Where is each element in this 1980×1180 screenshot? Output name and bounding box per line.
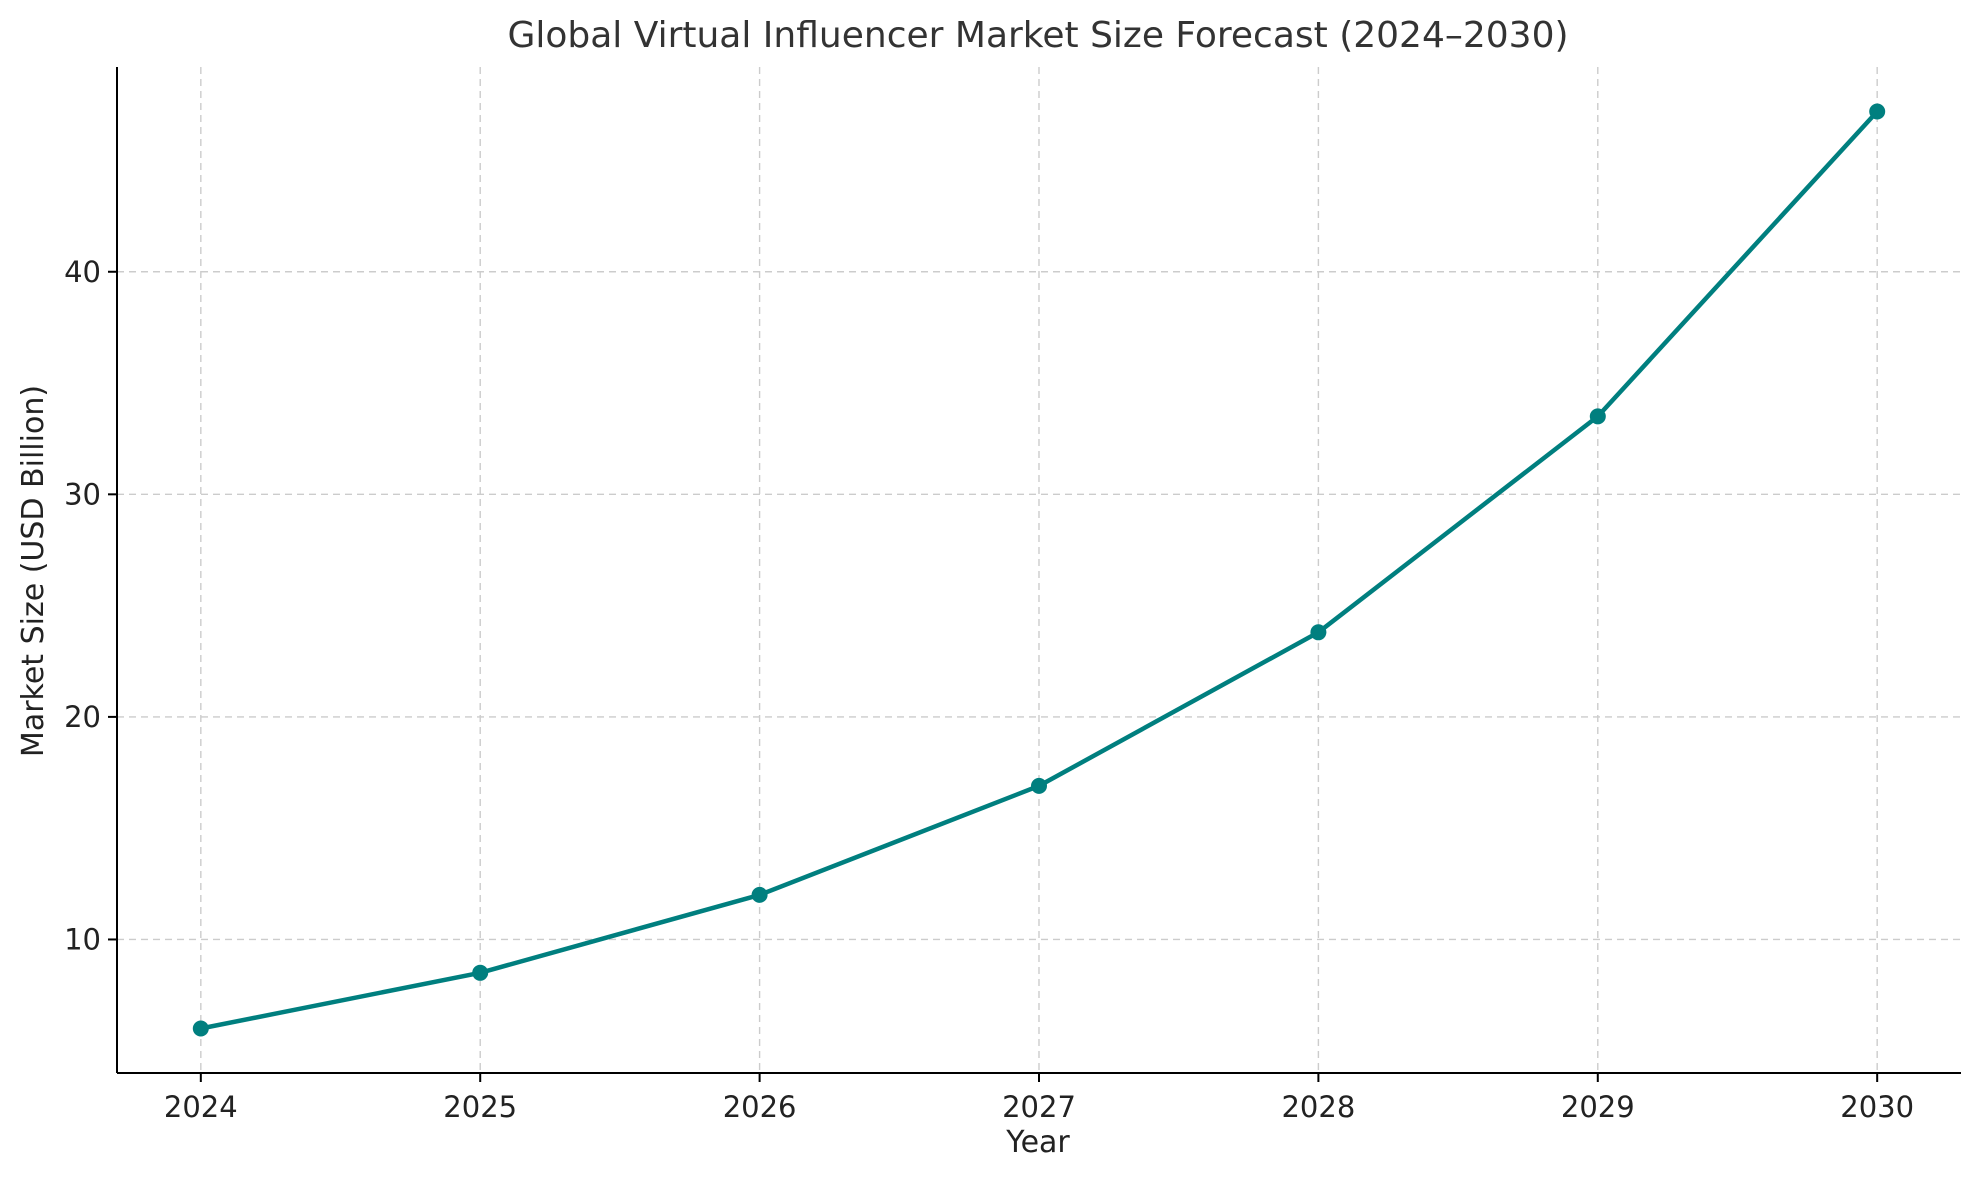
data-point [1310, 624, 1327, 641]
y-tick-label: 20 [64, 700, 101, 734]
x-tick-label: 2025 [443, 1090, 517, 1124]
x-axis-label: Year [1005, 1125, 1070, 1160]
x-tick-label: 2026 [723, 1090, 797, 1124]
data-point [751, 886, 768, 903]
data-point [472, 964, 489, 981]
data-point [1031, 777, 1047, 794]
data-point [1869, 103, 1886, 120]
x-tick-label: 2024 [164, 1090, 238, 1124]
y-tick-label: 10 [64, 922, 101, 956]
data-point [192, 1020, 209, 1037]
grid [117, 67, 1961, 1073]
x-tick-label: 2027 [1002, 1090, 1076, 1124]
y-axis-label: Market Size (USD Billion) [16, 385, 51, 757]
x-tick-label: 2029 [1561, 1090, 1635, 1124]
x-tick-label: 2028 [1281, 1090, 1355, 1124]
y-tick-label: 40 [64, 255, 101, 289]
y-tick-label: 30 [64, 477, 101, 511]
data-point [1589, 408, 1606, 425]
chart-title: Global Virtual Influencer Market Size Fo… [507, 15, 1568, 56]
series-layer [192, 103, 1886, 1037]
x-tick-label: 2030 [1840, 1090, 1914, 1124]
